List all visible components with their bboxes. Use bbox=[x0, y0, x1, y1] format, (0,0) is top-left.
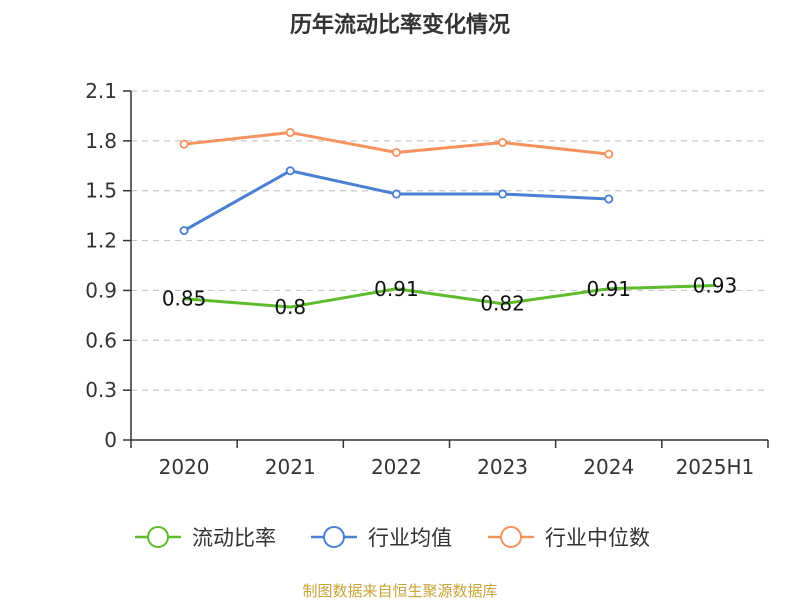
series-point-1 bbox=[179, 226, 189, 236]
data-label: 0.8 bbox=[274, 295, 306, 319]
y-tick-label: 1.8 bbox=[85, 129, 117, 153]
y-tick-label: 0.9 bbox=[85, 278, 117, 302]
data-label: 0.82 bbox=[480, 292, 525, 316]
series-point-1 bbox=[498, 189, 508, 199]
series-point-1 bbox=[285, 166, 295, 176]
y-tick-label: 0.3 bbox=[85, 378, 117, 402]
x-tick-label: 2024 bbox=[583, 455, 634, 479]
data-label: 0.91 bbox=[586, 277, 631, 301]
chart-title: 历年流动比率变化情况 bbox=[290, 12, 510, 38]
series-line-0 bbox=[182, 283, 717, 309]
y-tick-label: 2.1 bbox=[85, 79, 117, 103]
data-labels: 0.85 0.8 0.91 0.82 0.91 0.93 bbox=[162, 273, 737, 319]
series-point-1 bbox=[391, 189, 401, 199]
legend-label: 行业均值 bbox=[368, 526, 452, 550]
legend-swatch-marker bbox=[323, 526, 345, 548]
data-label: 0.85 bbox=[162, 287, 207, 311]
x-tick-label: 2025H1 bbox=[676, 455, 755, 479]
x-tick-label: 2023 bbox=[477, 455, 528, 479]
series-point-2 bbox=[498, 138, 508, 148]
data-label: 0.93 bbox=[693, 273, 738, 297]
x-tick-label: 2022 bbox=[371, 455, 422, 479]
y-tick-label: 0 bbox=[104, 428, 117, 452]
legend-swatch-marker bbox=[147, 526, 169, 548]
source-note: 制图数据来自恒生聚源数据库 bbox=[302, 582, 497, 600]
grid bbox=[131, 90, 768, 391]
legend-label: 流动比率 bbox=[192, 526, 276, 550]
legend-label: 行业中位数 bbox=[545, 526, 650, 550]
series-layer bbox=[179, 128, 717, 309]
series-point-2 bbox=[604, 149, 614, 159]
legend-swatch-marker bbox=[500, 526, 522, 548]
series-point-2 bbox=[285, 128, 295, 138]
y-tick-label: 1.5 bbox=[85, 179, 117, 203]
series-point-1 bbox=[604, 194, 614, 204]
series-line-1 bbox=[182, 169, 611, 233]
x-tick-label: 2020 bbox=[159, 455, 210, 479]
y-tick-label: 0.6 bbox=[85, 328, 117, 352]
legend: 流动比率 行业均值 行业中位数 bbox=[135, 526, 650, 550]
series-point-2 bbox=[179, 139, 189, 149]
y-tick-label: 1.2 bbox=[85, 229, 117, 253]
data-label: 0.91 bbox=[374, 277, 419, 301]
series-point-2 bbox=[391, 147, 401, 157]
x-tick-label: 2021 bbox=[265, 455, 316, 479]
axes: 0 0.3 0.6 0.9 1.2 1.5 1.8 2.1 2020 2021 2022 2023 20… bbox=[85, 79, 769, 479]
